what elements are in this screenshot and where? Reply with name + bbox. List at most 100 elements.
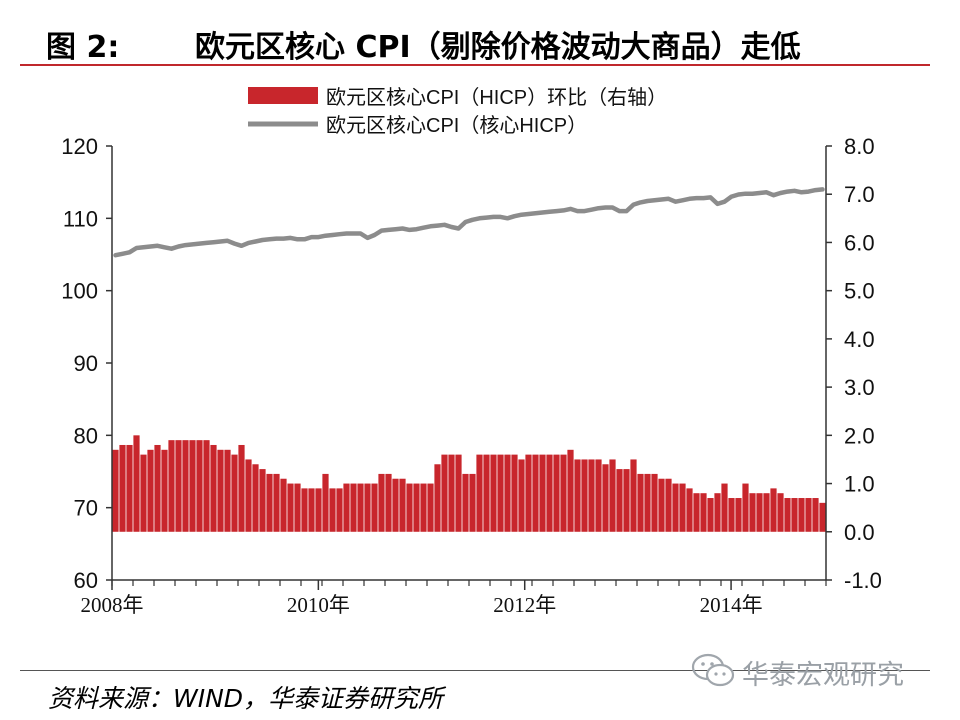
bar-mark: [287, 483, 294, 532]
x-tick-label: 2012年: [493, 593, 556, 617]
bar-mark: [385, 473, 392, 532]
bar-mark: [392, 478, 399, 532]
bar-mark: [441, 454, 448, 532]
source-note: 资料来源：WIND，华泰证券研究所: [48, 684, 444, 713]
bar-mark: [700, 493, 707, 532]
bar-mark: [238, 444, 245, 532]
bar-mark: [273, 473, 280, 532]
bar-mark: [399, 478, 406, 532]
bar-mark: [504, 454, 511, 532]
watermark-text: 华泰宏观研究: [742, 660, 904, 691]
bar-mark: [448, 454, 455, 532]
x-tick-label: 2010年: [287, 593, 350, 617]
bar-mark: [588, 459, 595, 532]
legend-swatch-bar: [248, 87, 318, 104]
bar-mark: [553, 454, 560, 532]
right-tick-label: -1.0: [844, 568, 882, 593]
bar-mark: [252, 464, 259, 532]
bar-mark: [462, 473, 469, 532]
bar-mark: [154, 444, 161, 532]
bar-mark: [245, 459, 252, 532]
left-tick-label: 60: [74, 568, 98, 593]
x-tick-label: 2008年: [81, 593, 144, 617]
bar-mark: [721, 483, 728, 532]
bar-mark: [140, 454, 147, 532]
right-tick-label: 8.0: [844, 134, 875, 159]
bar-mark: [602, 464, 609, 532]
bar-mark: [476, 454, 483, 532]
bar-mark: [581, 459, 588, 532]
bar-mark: [637, 473, 644, 532]
bar-mark: [560, 454, 567, 532]
bar-mark: [420, 483, 427, 532]
bar-mark: [315, 488, 322, 532]
bar-mark: [511, 454, 518, 532]
bar-mark: [546, 454, 553, 532]
bar-mark: [469, 473, 476, 532]
bar-mark: [231, 454, 238, 532]
bar-mark: [777, 493, 784, 532]
bar-mark: [203, 440, 210, 532]
bar-mark: [616, 469, 623, 532]
bar-mark: [280, 478, 287, 532]
bar-mark: [742, 483, 749, 532]
bar-mark: [679, 483, 686, 532]
bar-mark: [322, 473, 329, 532]
bar-mark: [658, 478, 665, 532]
bar-mark: [329, 488, 336, 532]
left-tick-label: 90: [74, 351, 98, 376]
bar-mark: [119, 444, 126, 532]
bar-mark: [350, 483, 357, 532]
bar-mark: [805, 498, 812, 532]
bar-mark: [630, 459, 637, 532]
bar-mark: [224, 449, 231, 532]
x-tick-label: 2014年: [700, 593, 763, 617]
bar-mark: [357, 483, 364, 532]
left-tick-label: 120: [61, 134, 98, 159]
right-tick-label: 3.0: [844, 375, 875, 400]
right-tick-label: 1.0: [844, 472, 875, 497]
right-tick-label: 4.0: [844, 327, 875, 352]
bar-mark: [819, 502, 826, 532]
bar-mark: [161, 449, 168, 532]
bar-mark: [693, 493, 700, 532]
bar-mark: [413, 483, 420, 532]
bar-mark: [567, 449, 574, 532]
bar-mark: [266, 473, 273, 532]
legend-label-bar: 欧元区核心CPI（HICP）环比（右轴）: [326, 86, 667, 109]
bar-mark: [756, 493, 763, 532]
right-tick-label: 2.0: [844, 423, 875, 448]
bar-mark: [644, 473, 651, 532]
bar-mark: [434, 464, 441, 532]
bar-mark: [364, 483, 371, 532]
left-tick-label: 70: [74, 496, 98, 521]
bar-mark: [686, 488, 693, 532]
bar-mark: [623, 469, 630, 532]
right-tick-label: 0.0: [844, 520, 875, 545]
bar-mark: [217, 449, 224, 532]
left-tick-label: 80: [74, 423, 98, 448]
title-divider: [20, 64, 930, 66]
bar-mark: [609, 459, 616, 532]
core-hicp-line: [113, 187, 825, 258]
bar-mark: [707, 498, 714, 532]
bar-mark: [728, 498, 735, 532]
left-tick-label: 100: [61, 279, 98, 304]
right-tick-label: 6.0: [844, 230, 875, 255]
bar-mark: [665, 478, 672, 532]
bar-mark: [308, 488, 315, 532]
bar-mark: [147, 449, 154, 532]
bar-mark: [126, 444, 133, 532]
footer-divider: [20, 670, 930, 671]
bar-mark: [791, 498, 798, 532]
bar-mark: [525, 454, 532, 532]
bar-mark: [714, 493, 721, 532]
wechat-icon: [691, 653, 735, 687]
bar-mark: [133, 435, 140, 532]
bar-mark: [378, 473, 385, 532]
bar-mark: [210, 444, 217, 532]
bar-mark: [336, 488, 343, 532]
bar-mark: [182, 440, 189, 532]
chart-title: 欧元区核心 CPI（剔除价格波动大商品）走低: [195, 30, 801, 65]
